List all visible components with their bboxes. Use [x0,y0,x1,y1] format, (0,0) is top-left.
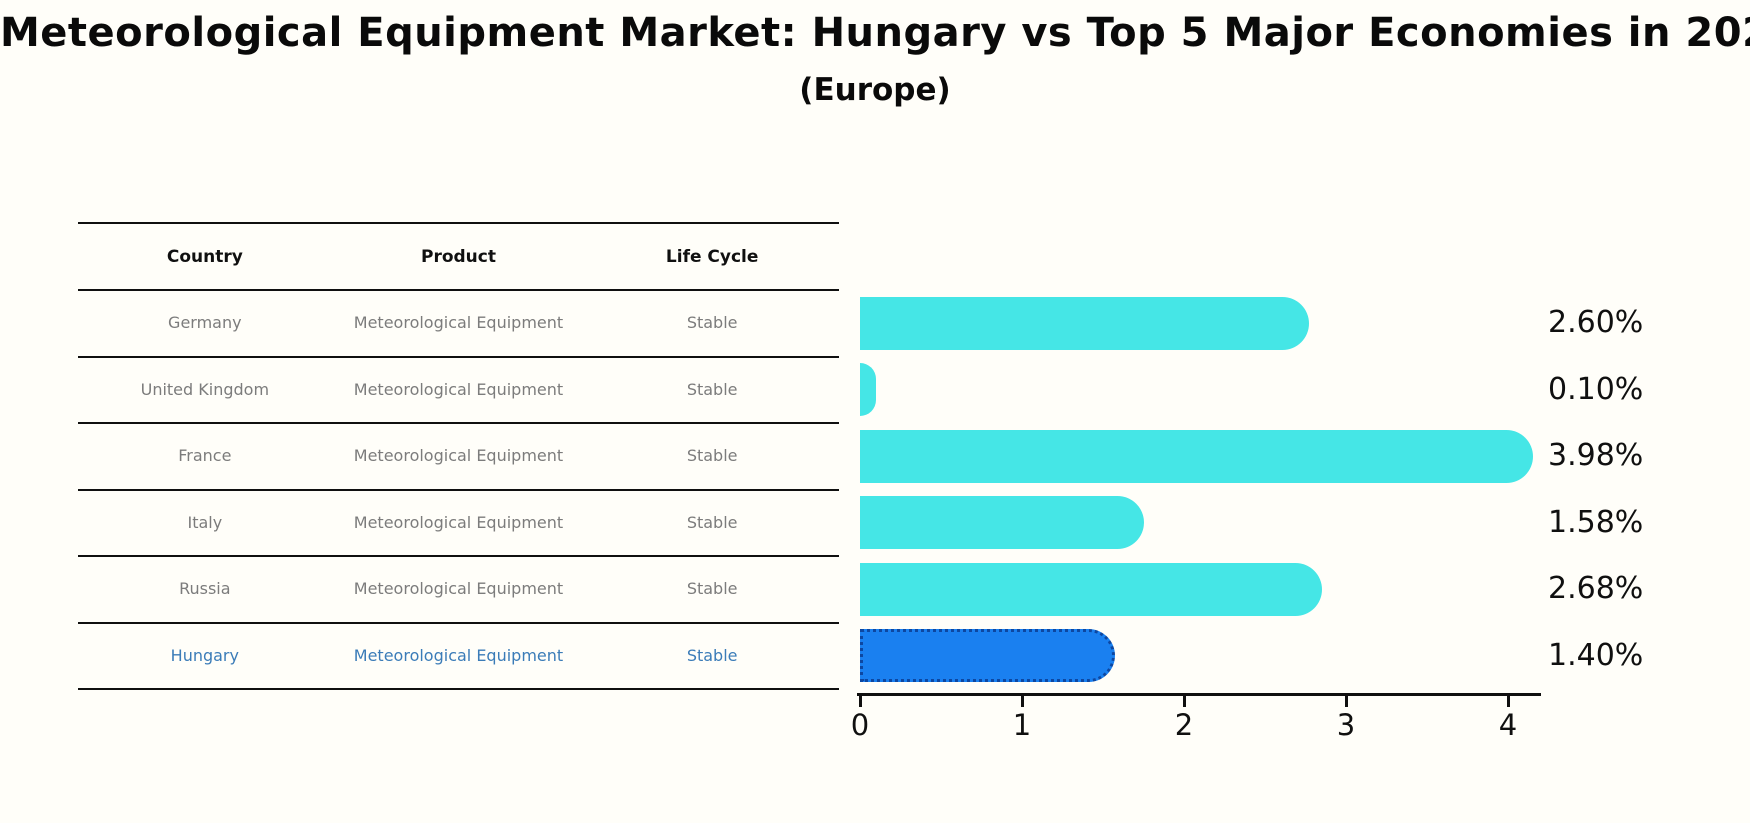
table-rule [78,422,839,424]
bar-italy [860,496,1144,549]
table-rule [78,688,839,690]
x-axis-tick-label: 1 [1012,708,1032,742]
table-cell-country: Germany [168,313,242,332]
table-rule [78,488,839,491]
bar-value-label: 3.98% [1548,438,1644,473]
table-cell-country: United Kingdom [140,379,270,399]
table-cell-country: Italy [187,512,223,532]
bar-value-label: 2.60% [1548,305,1644,340]
x-axis-tick [1344,694,1348,707]
x-axis-tick [858,694,862,707]
table-rule [78,555,839,557]
table-cell-product: Meteorological Equipment [353,446,564,465]
bar-value-label: 2.68% [1548,571,1644,606]
x-axis-tick-label: 0 [850,708,870,742]
table-cell-product: Meteorological Equipment [353,379,564,399]
x-axis-tick [1182,694,1186,707]
table-rule [78,355,839,358]
table-rule [78,222,839,224]
bar-value-label: 1.40% [1548,637,1644,673]
table-cell-life_cycle: Stable [686,579,738,598]
bar-russia [860,562,1323,616]
table-cell-country: Hungary [170,645,239,665]
table-header-product: Product [420,246,496,267]
x-axis-tick [1506,694,1510,707]
bar-value-label: 0.10% [1548,371,1644,407]
table-cell-product: Meteorological Equipment [353,579,564,598]
table-cell-product: Meteorological Equipment [353,645,564,665]
x-axis-tick-label: 3 [1336,708,1356,742]
x-axis-line [857,693,1541,696]
table-header-country: Country [166,246,243,267]
chart-subtitle: (Europe) [799,72,951,108]
bar-germany [860,296,1310,350]
table-cell-life_cycle: Stable [686,512,738,532]
x-axis-tick-label: 4 [1498,708,1518,742]
table-rule [78,621,839,624]
table-cell-life_cycle: Stable [686,313,738,332]
table-cell-life_cycle: Stable [686,379,738,399]
table-cell-country: France [178,446,232,465]
bar-france [860,429,1533,483]
bar-value-label: 1.58% [1548,504,1644,540]
x-axis-tick [1020,694,1024,707]
chart-title: Meteorological Equipment Market: Hungary… [0,10,1750,56]
table-cell-country: Russia [179,579,231,598]
bar-hungary [860,629,1115,682]
table-cell-life_cycle: Stable [686,446,738,465]
bar-united-kingdom [860,363,877,416]
table-cell-life_cycle: Stable [686,645,738,665]
table-header-life-cycle: Life Cycle [665,246,759,267]
table-rule [78,289,839,291]
x-axis-tick-label: 2 [1174,708,1194,742]
table-cell-product: Meteorological Equipment [353,512,564,532]
table-cell-product: Meteorological Equipment [353,313,564,332]
